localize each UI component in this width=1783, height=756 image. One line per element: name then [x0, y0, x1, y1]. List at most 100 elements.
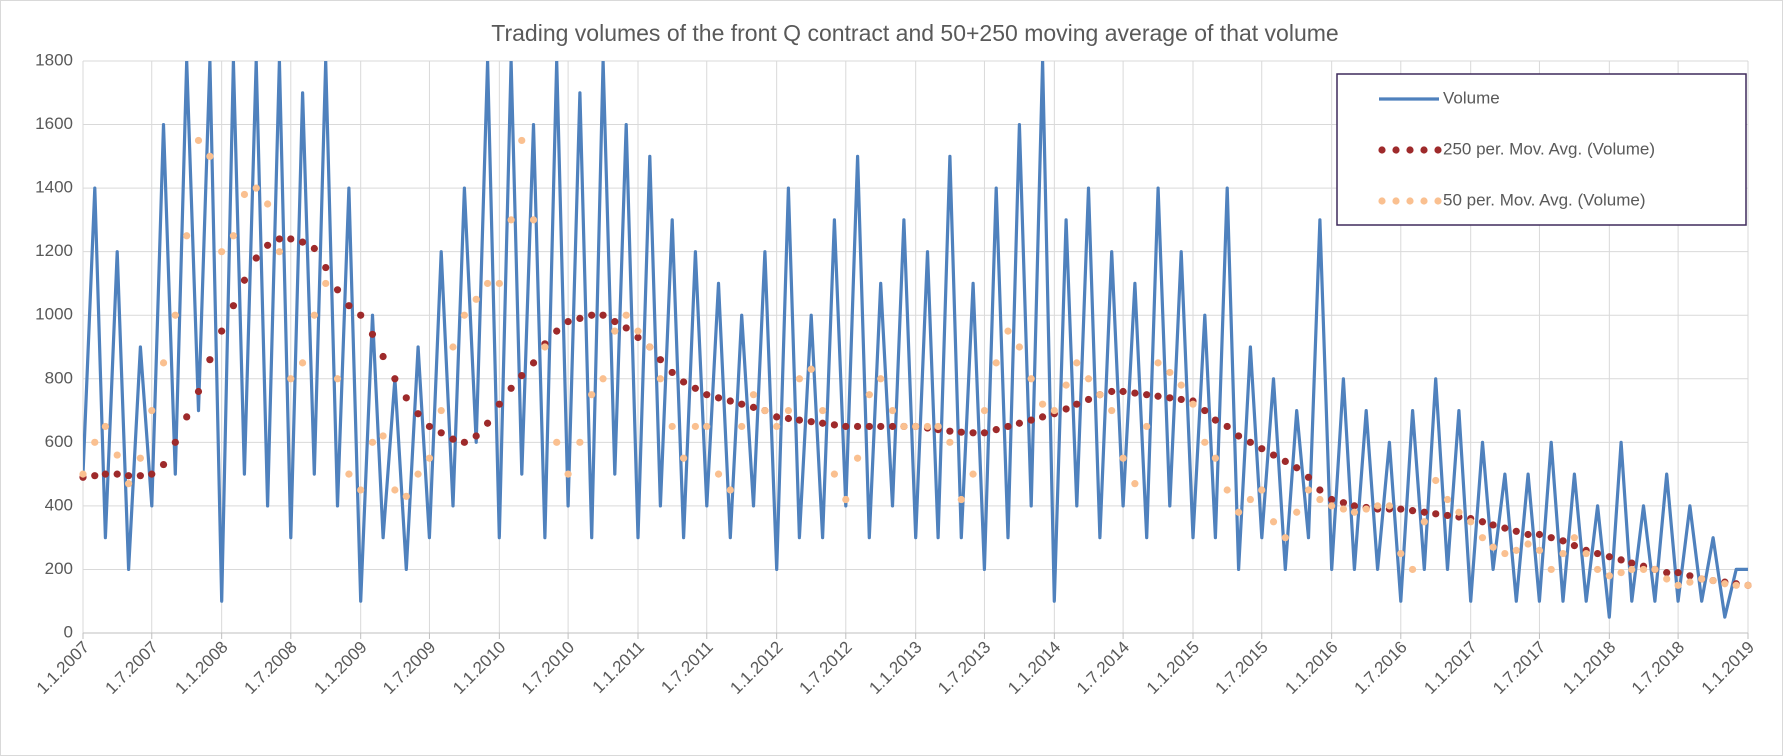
moving-average-dot — [1258, 486, 1266, 494]
moving-average-dot — [1050, 406, 1058, 415]
moving-average-dot — [1524, 530, 1532, 539]
moving-average-dot — [622, 324, 630, 332]
moving-average-dot — [1559, 549, 1567, 558]
legend-swatch — [1420, 197, 1428, 205]
moving-average-dot — [1512, 527, 1520, 535]
moving-average-dot — [264, 241, 272, 249]
chart-title: Trading volumes of the front Q contract … — [491, 20, 1338, 46]
moving-average-dot — [888, 406, 897, 415]
moving-average-dot — [784, 414, 793, 423]
moving-average-dot — [310, 244, 318, 253]
moving-average-dot — [425, 454, 434, 462]
moving-average-dot — [1408, 565, 1417, 574]
moving-average-dot — [1015, 419, 1023, 427]
moving-average-dot — [1709, 576, 1717, 585]
moving-average-dot — [229, 302, 238, 310]
moving-average-dot — [345, 302, 353, 310]
moving-average-dot — [1397, 505, 1405, 513]
moving-average-dot — [437, 406, 445, 415]
legend-swatch — [1378, 197, 1386, 205]
moving-average-dot — [298, 359, 307, 367]
moving-average-dot — [1593, 565, 1602, 574]
moving-average-dot — [1663, 575, 1671, 583]
moving-average-dot — [969, 470, 977, 478]
moving-average-dot — [437, 429, 445, 437]
moving-average-dot — [668, 368, 676, 377]
moving-average-dot — [1073, 359, 1081, 367]
moving-average-dot — [1328, 495, 1336, 504]
moving-average-dot — [414, 410, 422, 418]
moving-average-dot — [588, 391, 596, 399]
moving-average-dot — [795, 375, 804, 383]
moving-average-dot — [1304, 473, 1313, 481]
moving-average-dot — [1385, 502, 1393, 510]
legend-swatch — [1392, 146, 1400, 154]
moving-average-dot — [425, 422, 434, 431]
moving-average-dot — [1038, 400, 1047, 408]
moving-average-dot — [599, 311, 607, 319]
moving-average-dot — [703, 422, 711, 431]
moving-average-dot — [148, 406, 156, 415]
moving-average-dot — [402, 492, 410, 500]
moving-average-dot — [646, 343, 654, 351]
moving-average-dot — [159, 460, 168, 469]
moving-average-dot — [1281, 534, 1289, 542]
moving-average-dot — [773, 413, 781, 421]
moving-average-dot — [1189, 400, 1197, 408]
legend-swatch — [1406, 146, 1414, 154]
moving-average-dot — [310, 311, 318, 319]
moving-average-dot — [218, 327, 226, 335]
moving-average-dot — [1744, 581, 1752, 589]
moving-average-dot — [1177, 381, 1185, 389]
moving-average-dot — [888, 422, 897, 431]
moving-average-dot — [391, 375, 399, 383]
moving-average-dot — [1467, 518, 1475, 526]
moving-average-dot — [264, 200, 272, 208]
moving-average-dot — [807, 418, 815, 426]
moving-average-dot — [1559, 537, 1567, 545]
moving-average-dot — [1339, 505, 1348, 513]
moving-average-dot — [1027, 416, 1035, 424]
moving-average-dot — [923, 422, 932, 431]
legend-label: 250 per. Mov. Avg. (Volume) — [1443, 139, 1655, 158]
moving-average-dot — [1211, 416, 1220, 424]
moving-average-dot — [1316, 495, 1324, 504]
moving-average-dot — [1501, 524, 1509, 532]
moving-average-dot — [368, 330, 377, 338]
moving-average-dot — [679, 378, 688, 386]
moving-average-dot — [1316, 486, 1324, 494]
moving-average-dot — [391, 486, 399, 494]
moving-average-dot — [136, 454, 144, 462]
moving-average-dot — [275, 235, 283, 243]
moving-average-dot — [668, 422, 676, 431]
moving-average-dot — [599, 375, 607, 383]
moving-average-dot — [634, 327, 642, 335]
moving-average-dot — [1143, 422, 1151, 431]
moving-average-dot — [1154, 359, 1162, 367]
moving-average-dot — [1512, 546, 1520, 554]
moving-average-dot — [853, 454, 862, 462]
moving-average-dot — [402, 394, 410, 402]
moving-average-dot — [1547, 565, 1555, 574]
moving-average-dot — [1223, 486, 1231, 494]
moving-average-dot — [622, 311, 630, 319]
moving-average-dot — [1432, 510, 1440, 518]
moving-average-dot — [726, 486, 734, 494]
legend-swatch — [1392, 197, 1400, 205]
moving-average-dot — [1223, 422, 1231, 431]
moving-average-dot — [1258, 445, 1266, 453]
moving-average-dot — [588, 311, 596, 319]
moving-average-dot — [980, 406, 989, 415]
moving-average-dot — [1269, 518, 1278, 526]
moving-average-dot — [449, 343, 457, 351]
moving-average-dot — [91, 472, 99, 480]
y-tick-label: 1400 — [35, 178, 73, 197]
moving-average-dot — [1686, 578, 1694, 586]
moving-average-dot — [1108, 387, 1116, 396]
y-tick-label: 1000 — [35, 305, 73, 324]
moving-average-dot — [194, 136, 203, 145]
moving-average-dot — [218, 248, 226, 256]
moving-average-dot — [1281, 457, 1289, 465]
moving-average-dot — [183, 413, 191, 421]
moving-average-dot — [1119, 387, 1127, 396]
